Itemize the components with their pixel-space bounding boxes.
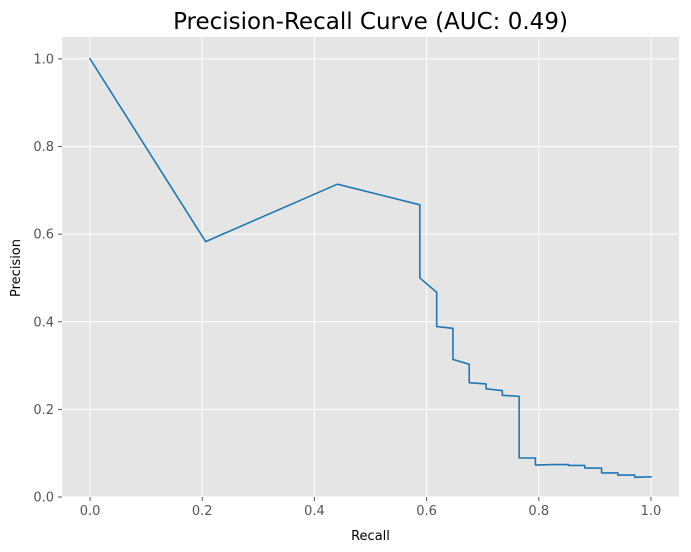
x-tick-label: 1.0 (641, 504, 662, 519)
x-axis-ticks: 0.0 0.2 0.4 0.6 0.8 1.0 (80, 497, 662, 519)
x-tick-label: 0.2 (192, 504, 213, 519)
y-tick-label: 0.6 (33, 228, 54, 243)
y-tick-label: 0.0 (33, 491, 54, 506)
series-layer (88, 57, 652, 479)
x-tick-label: 0.4 (304, 504, 325, 519)
grid-lines (62, 37, 679, 498)
y-tick-label: 0.2 (33, 403, 54, 418)
x-tick-label: 0.6 (416, 504, 437, 519)
plot-background (62, 37, 679, 497)
y-tick-label: 0.8 (33, 140, 54, 155)
y-tick-label: 0.4 (33, 315, 54, 330)
y-axis-ticks: 0.0 0.2 0.4 0.6 0.8 1.0 (33, 52, 62, 506)
precision-recall-line (88, 57, 652, 479)
plot-area (62, 37, 679, 498)
y-tick-label: 1.0 (33, 52, 54, 67)
y-axis-label: Precision (9, 239, 24, 297)
x-axis-label: Recall (351, 529, 390, 544)
chart-title: Precision-Recall Curve (AUC: 0.49) (173, 9, 568, 35)
x-tick-label: 0.8 (528, 504, 549, 519)
x-tick-label: 0.0 (80, 504, 101, 519)
